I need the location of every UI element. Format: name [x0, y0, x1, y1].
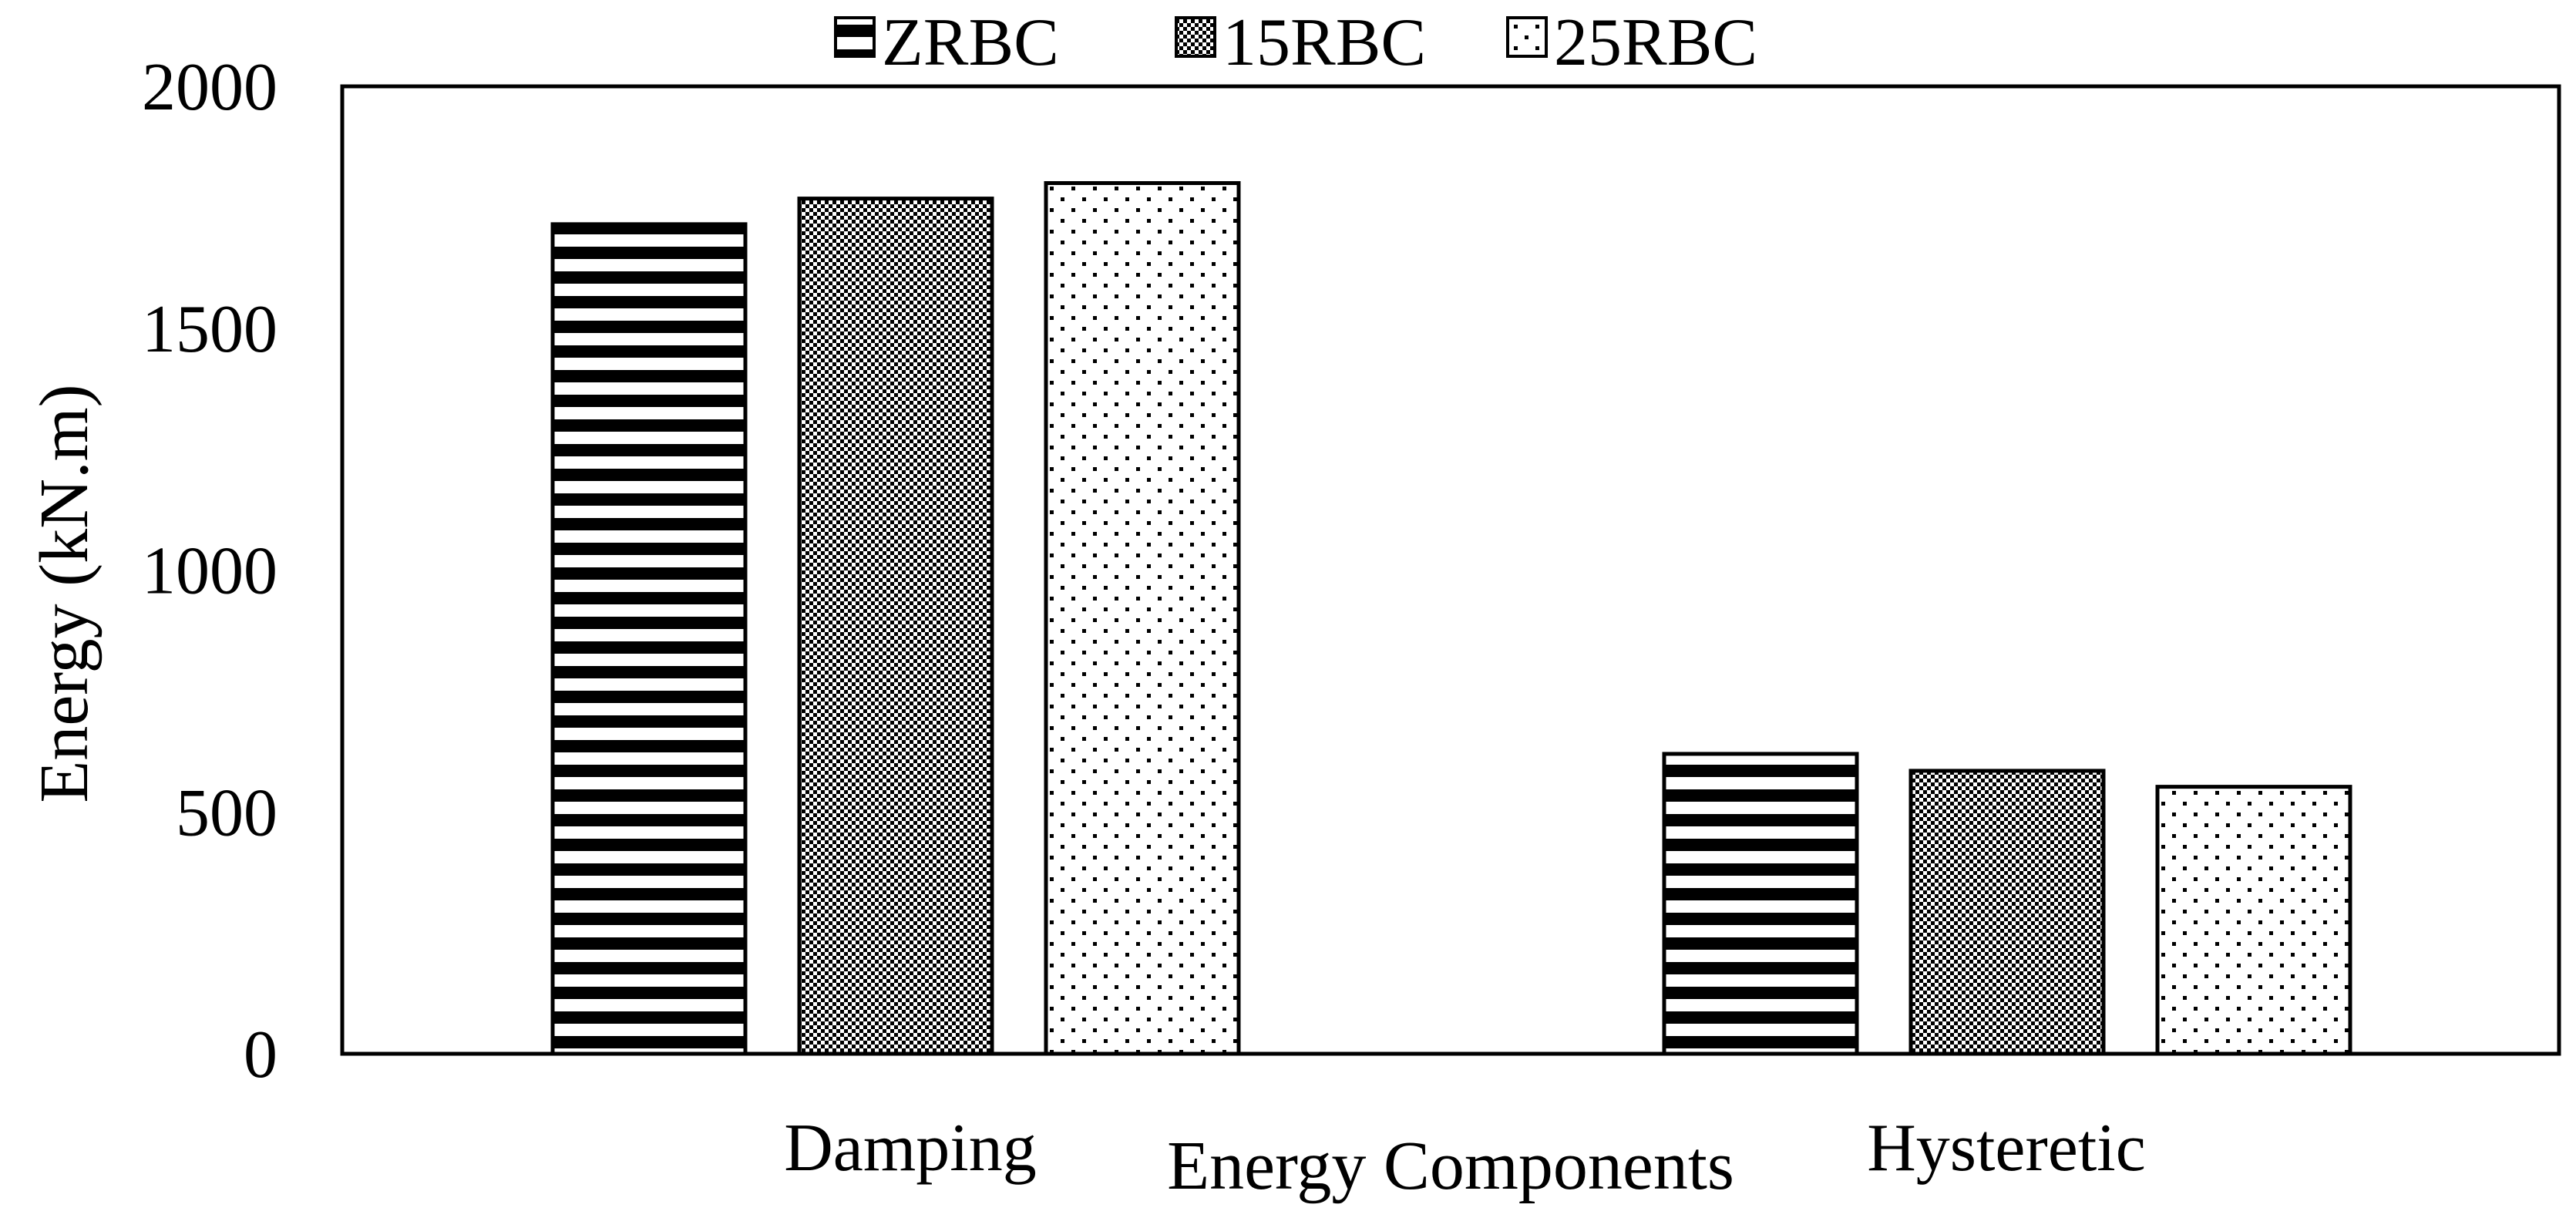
bar-15rbc-damping	[797, 197, 994, 1056]
y-axis-ticks: 0 500 1000 1500 2000	[142, 50, 277, 1092]
legend-label-15rbc: 15RBC	[1222, 5, 1426, 80]
legend-swatch-25rbc	[1506, 16, 1548, 58]
bar-zrbc-damping	[550, 222, 748, 1056]
x-tick-label: Damping	[784, 1111, 1037, 1186]
x-axis-label: Energy Components	[1167, 1128, 1734, 1204]
bar-25rbc-damping	[1044, 181, 1241, 1056]
bars	[550, 181, 2352, 1056]
bar-15rbc-hysteretic	[1908, 769, 2106, 1056]
legend-label-25rbc: 25RBC	[1554, 5, 1757, 80]
y-tick-label: 0	[244, 1018, 277, 1092]
legend-swatch-15rbc	[1175, 16, 1216, 58]
y-axis-label: Energy (kN.m)	[26, 384, 103, 802]
x-tick-label: Hysteretic	[1867, 1111, 2146, 1186]
bar-25rbc-hysteretic	[2155, 785, 2352, 1056]
x-axis-ticks: Damping Hysteretic	[784, 1111, 2146, 1186]
y-tick-label: 2000	[142, 50, 277, 125]
legend-swatch-zrbc	[834, 16, 876, 58]
legend-label-zrbc: ZRBC	[882, 5, 1059, 80]
y-tick-label: 500	[176, 775, 277, 850]
bar-zrbc-hysteretic	[1662, 752, 1859, 1056]
legend: ZRBC 15RBC 25RBC	[834, 5, 1757, 80]
y-tick-label: 1500	[142, 292, 277, 367]
y-tick-label: 1000	[142, 534, 277, 609]
